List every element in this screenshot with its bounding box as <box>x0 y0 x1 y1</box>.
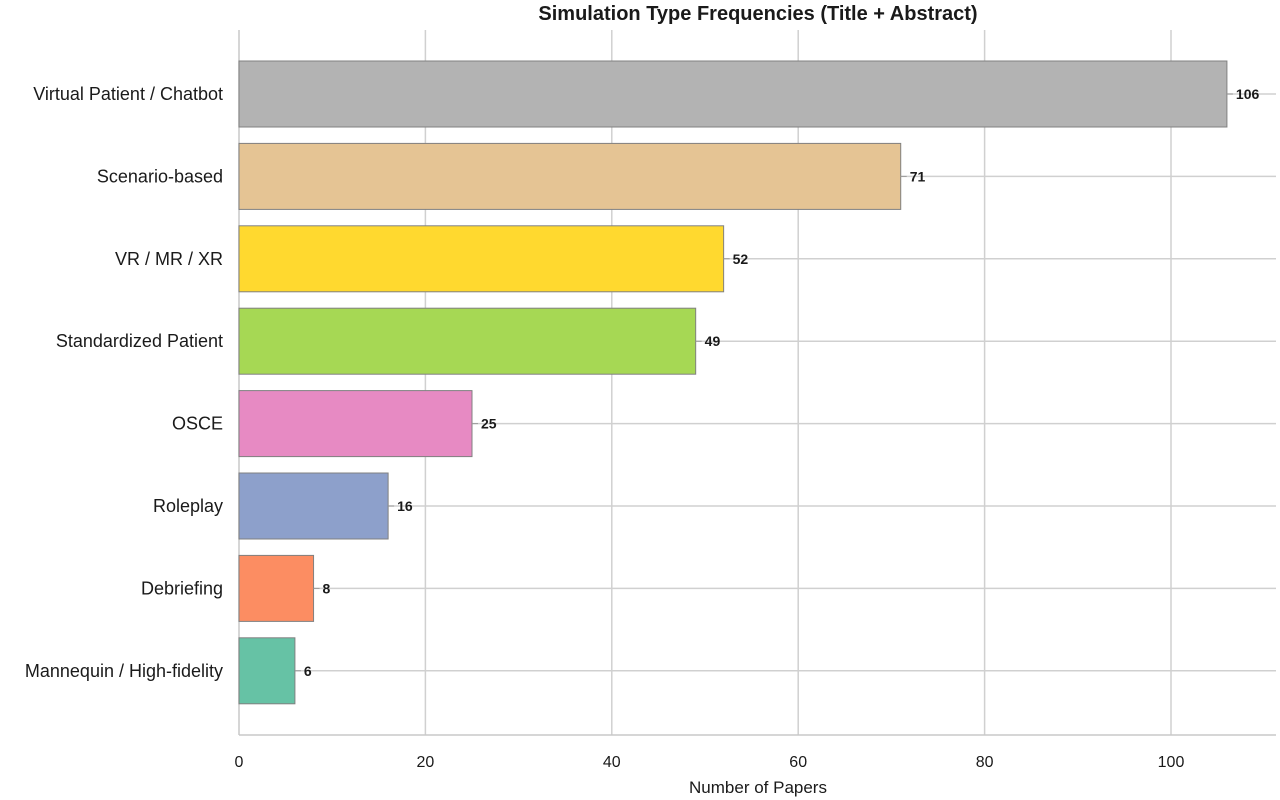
value-label: 6 <box>304 663 312 679</box>
value-label: 52 <box>733 251 749 267</box>
value-label: 25 <box>481 416 497 432</box>
bar <box>238 142 902 210</box>
value-label: 49 <box>705 333 721 349</box>
x-tick-label: 100 <box>1158 754 1185 771</box>
x-tick-label: 40 <box>603 754 621 771</box>
category-label: Roleplay <box>153 496 223 516</box>
bars: 106 71 52 49 25 16 8 6 <box>238 60 1260 705</box>
bar <box>238 472 389 540</box>
category-label: Standardized Patient <box>56 331 223 351</box>
x-tick-label: 20 <box>417 754 435 771</box>
category-label: Debriefing <box>141 578 223 598</box>
x-tick-label: 80 <box>976 754 994 771</box>
x-tick-label: 60 <box>789 754 807 771</box>
value-label: 71 <box>910 168 926 184</box>
chart-title: Simulation Type Frequencies (Title + Abs… <box>538 3 977 25</box>
bar <box>238 225 725 293</box>
category-label: Mannequin / High-fidelity <box>25 661 223 681</box>
value-label: 106 <box>1236 86 1260 102</box>
category-label: Scenario-based <box>97 166 223 186</box>
category-labels: Virtual Patient / Chatbot Scenario-based V… <box>25 84 223 681</box>
x-tick-labels: 0 20 40 60 80 100 <box>235 754 1185 771</box>
bar <box>238 637 296 705</box>
category-label: VR / MR / XR <box>115 249 223 269</box>
bar <box>238 60 1228 128</box>
value-label: 8 <box>323 580 331 596</box>
x-axis-title: Number of Papers <box>689 778 827 797</box>
x-tick-label: 0 <box>235 754 244 771</box>
grid-lines <box>239 30 1276 735</box>
value-label: 16 <box>397 498 413 514</box>
axes <box>238 30 1276 736</box>
bar <box>238 390 473 458</box>
category-label: Virtual Patient / Chatbot <box>33 84 223 104</box>
category-label: OSCE <box>172 414 223 434</box>
bar <box>238 307 697 375</box>
bar <box>238 554 315 622</box>
